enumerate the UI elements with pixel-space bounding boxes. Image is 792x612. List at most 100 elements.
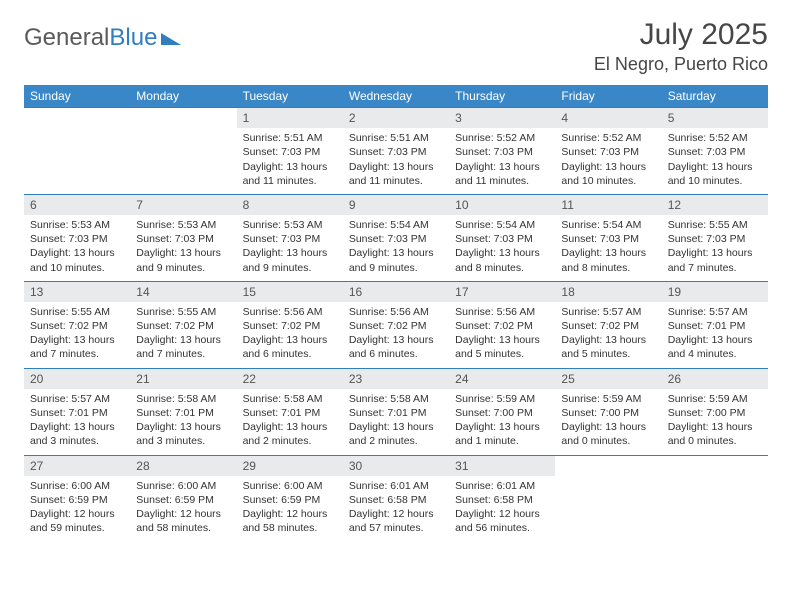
calendar-cell: 27Sunrise: 6:00 AMSunset: 6:59 PMDayligh… (24, 455, 130, 542)
daylight-line: Daylight: 12 hours and 58 minutes. (243, 507, 337, 535)
day-number: 29 (237, 456, 343, 476)
daylight-line: Daylight: 12 hours and 58 minutes. (136, 507, 230, 535)
sunrise-line: Sunrise: 5:59 AM (455, 392, 549, 406)
day-number: 19 (662, 282, 768, 302)
day-info: Sunrise: 6:00 AMSunset: 6:59 PMDaylight:… (24, 476, 130, 542)
daylight-line: Daylight: 13 hours and 10 minutes. (561, 160, 655, 188)
sunrise-line: Sunrise: 6:00 AM (136, 479, 230, 493)
day-header: Tuesday (237, 85, 343, 107)
day-number: 18 (555, 282, 661, 302)
location-label: El Negro, Puerto Rico (594, 54, 768, 75)
calendar-cell-blank (24, 107, 130, 194)
day-number: 21 (130, 369, 236, 389)
day-number: 4 (555, 108, 661, 128)
sunset-line: Sunset: 7:00 PM (561, 406, 655, 420)
calendar-cell: 10Sunrise: 5:54 AMSunset: 7:03 PMDayligh… (449, 194, 555, 281)
sunrise-line: Sunrise: 5:59 AM (668, 392, 762, 406)
day-number: 13 (24, 282, 130, 302)
day-info: Sunrise: 5:56 AMSunset: 7:02 PMDaylight:… (343, 302, 449, 368)
calendar-cell: 4Sunrise: 5:52 AMSunset: 7:03 PMDaylight… (555, 107, 661, 194)
daylight-line: Daylight: 13 hours and 9 minutes. (136, 246, 230, 274)
calendar-cell: 26Sunrise: 5:59 AMSunset: 7:00 PMDayligh… (662, 368, 768, 455)
daylight-line: Daylight: 13 hours and 3 minutes. (30, 420, 124, 448)
day-number: 17 (449, 282, 555, 302)
sunset-line: Sunset: 7:02 PM (455, 319, 549, 333)
daylight-line: Daylight: 13 hours and 5 minutes. (455, 333, 549, 361)
day-number: 11 (555, 195, 661, 215)
sunset-line: Sunset: 6:58 PM (455, 493, 549, 507)
day-info: Sunrise: 5:56 AMSunset: 7:02 PMDaylight:… (449, 302, 555, 368)
daylight-line: Daylight: 13 hours and 2 minutes. (243, 420, 337, 448)
sunset-line: Sunset: 7:02 PM (136, 319, 230, 333)
sunset-line: Sunset: 6:59 PM (136, 493, 230, 507)
sunset-line: Sunset: 7:02 PM (349, 319, 443, 333)
daylight-line: Daylight: 13 hours and 6 minutes. (243, 333, 337, 361)
calendar-cell: 23Sunrise: 5:58 AMSunset: 7:01 PMDayligh… (343, 368, 449, 455)
day-number: 6 (24, 195, 130, 215)
sunrise-line: Sunrise: 5:55 AM (668, 218, 762, 232)
daylight-line: Daylight: 12 hours and 56 minutes. (455, 507, 549, 535)
daylight-line: Daylight: 13 hours and 2 minutes. (349, 420, 443, 448)
daylight-line: Daylight: 13 hours and 6 minutes. (349, 333, 443, 361)
daylight-line: Daylight: 13 hours and 8 minutes. (455, 246, 549, 274)
calendar-cell: 6Sunrise: 5:53 AMSunset: 7:03 PMDaylight… (24, 194, 130, 281)
brand-part2: Blue (109, 24, 157, 52)
sunrise-line: Sunrise: 5:56 AM (243, 305, 337, 319)
sunrise-line: Sunrise: 5:56 AM (455, 305, 549, 319)
day-info: Sunrise: 5:53 AMSunset: 7:03 PMDaylight:… (130, 215, 236, 281)
day-info: Sunrise: 5:57 AMSunset: 7:02 PMDaylight:… (555, 302, 661, 368)
sunset-line: Sunset: 7:01 PM (30, 406, 124, 420)
calendar-day-headers: SundayMondayTuesdayWednesdayThursdayFrid… (24, 85, 768, 107)
sunrise-line: Sunrise: 5:58 AM (136, 392, 230, 406)
day-number: 28 (130, 456, 236, 476)
sunrise-line: Sunrise: 6:00 AM (243, 479, 337, 493)
sunrise-line: Sunrise: 5:58 AM (349, 392, 443, 406)
sunset-line: Sunset: 7:03 PM (455, 232, 549, 246)
sunrise-line: Sunrise: 5:55 AM (30, 305, 124, 319)
day-header: Thursday (449, 85, 555, 107)
daylight-line: Daylight: 13 hours and 9 minutes. (349, 246, 443, 274)
day-info: Sunrise: 5:59 AMSunset: 7:00 PMDaylight:… (449, 389, 555, 455)
calendar-cell: 15Sunrise: 5:56 AMSunset: 7:02 PMDayligh… (237, 281, 343, 368)
day-info: Sunrise: 5:58 AMSunset: 7:01 PMDaylight:… (130, 389, 236, 455)
day-info: Sunrise: 5:57 AMSunset: 7:01 PMDaylight:… (24, 389, 130, 455)
day-number: 12 (662, 195, 768, 215)
page-header: GeneralBlue July 2025 El Negro, Puerto R… (24, 18, 768, 75)
calendar-cell: 7Sunrise: 5:53 AMSunset: 7:03 PMDaylight… (130, 194, 236, 281)
day-number: 16 (343, 282, 449, 302)
title-block: July 2025 El Negro, Puerto Rico (594, 18, 768, 75)
daylight-line: Daylight: 13 hours and 0 minutes. (561, 420, 655, 448)
sunrise-line: Sunrise: 5:54 AM (349, 218, 443, 232)
sunrise-line: Sunrise: 5:57 AM (561, 305, 655, 319)
sunset-line: Sunset: 6:59 PM (30, 493, 124, 507)
day-number: 25 (555, 369, 661, 389)
day-info: Sunrise: 6:01 AMSunset: 6:58 PMDaylight:… (343, 476, 449, 542)
sunrise-line: Sunrise: 5:55 AM (136, 305, 230, 319)
sunrise-line: Sunrise: 5:54 AM (561, 218, 655, 232)
day-header: Friday (555, 85, 661, 107)
day-info: Sunrise: 5:57 AMSunset: 7:01 PMDaylight:… (662, 302, 768, 368)
daylight-line: Daylight: 13 hours and 0 minutes. (668, 420, 762, 448)
day-header: Wednesday (343, 85, 449, 107)
sunset-line: Sunset: 7:03 PM (668, 232, 762, 246)
sunset-line: Sunset: 6:59 PM (243, 493, 337, 507)
sunset-line: Sunset: 7:01 PM (668, 319, 762, 333)
day-info: Sunrise: 5:58 AMSunset: 7:01 PMDaylight:… (237, 389, 343, 455)
daylight-line: Daylight: 13 hours and 8 minutes. (561, 246, 655, 274)
daylight-line: Daylight: 12 hours and 57 minutes. (349, 507, 443, 535)
day-info: Sunrise: 5:51 AMSunset: 7:03 PMDaylight:… (237, 128, 343, 194)
sunset-line: Sunset: 7:01 PM (136, 406, 230, 420)
day-number: 9 (343, 195, 449, 215)
sunset-line: Sunset: 7:00 PM (668, 406, 762, 420)
daylight-line: Daylight: 13 hours and 11 minutes. (349, 160, 443, 188)
sunrise-line: Sunrise: 5:59 AM (561, 392, 655, 406)
day-info: Sunrise: 6:01 AMSunset: 6:58 PMDaylight:… (449, 476, 555, 542)
daylight-line: Daylight: 13 hours and 11 minutes. (455, 160, 549, 188)
sunset-line: Sunset: 7:02 PM (561, 319, 655, 333)
day-number: 22 (237, 369, 343, 389)
day-number: 15 (237, 282, 343, 302)
calendar-cell: 31Sunrise: 6:01 AMSunset: 6:58 PMDayligh… (449, 455, 555, 542)
calendar-cell: 13Sunrise: 5:55 AMSunset: 7:02 PMDayligh… (24, 281, 130, 368)
calendar-cell: 2Sunrise: 5:51 AMSunset: 7:03 PMDaylight… (343, 107, 449, 194)
sunrise-line: Sunrise: 5:53 AM (243, 218, 337, 232)
